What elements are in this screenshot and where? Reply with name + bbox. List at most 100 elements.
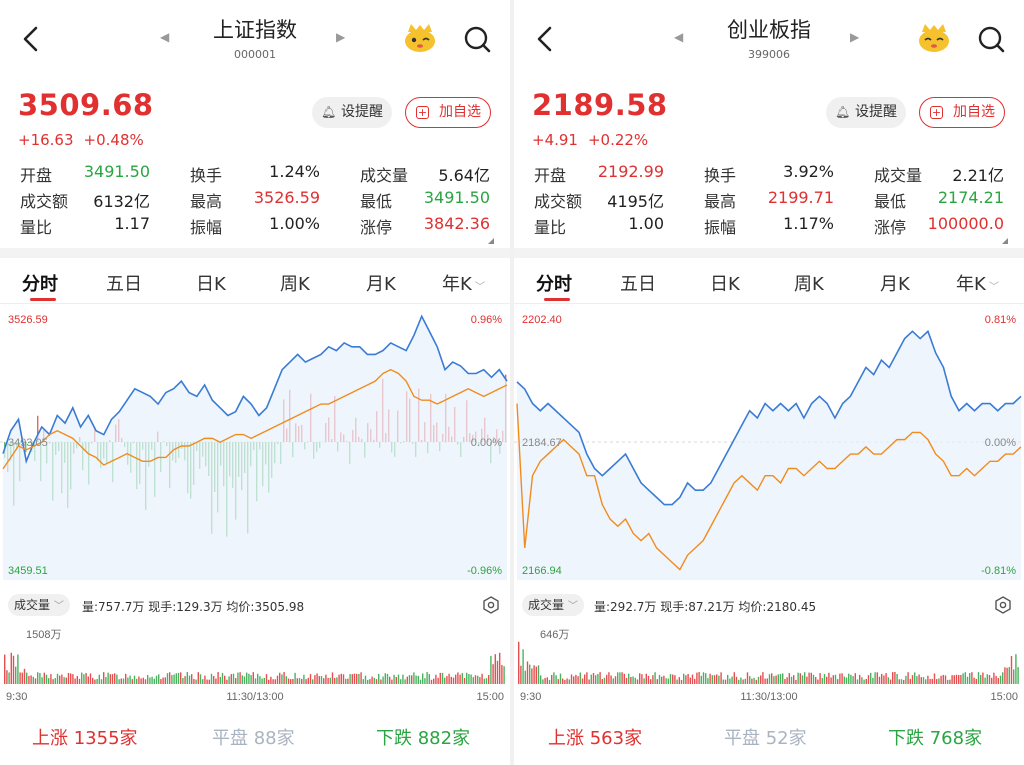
intraday-chart[interactable]: 3526.59 3493.05 3459.51 0.96% 0.00% -0.96%: [0, 306, 510, 586]
set-alert-button[interactable]: 🔔︎ 设提醒: [826, 97, 906, 128]
stat-value: 1.17: [114, 214, 150, 233]
prev-index-icon[interactable]: ◀: [674, 30, 684, 44]
volume-bar: [446, 676, 448, 684]
chevron-down-icon: ﹀: [471, 282, 485, 293]
volume-bar: [577, 676, 579, 684]
volume-bar: [188, 675, 191, 684]
volume-bar: [634, 677, 636, 684]
settings-gear-icon[interactable]: [482, 596, 500, 614]
time-mid: 11:30/13:00: [740, 691, 797, 703]
tab-0[interactable]: 分时: [22, 274, 58, 295]
volume-bar: [65, 677, 67, 684]
volume-bar: [971, 672, 973, 684]
volume-bar: [641, 674, 643, 684]
volume-bar: [841, 673, 843, 684]
volume-bar: [252, 672, 254, 684]
volume-bar: [472, 677, 474, 684]
volume-indicator-select[interactable]: 成交量 ﹀: [522, 594, 584, 616]
volume-bar: [786, 677, 788, 684]
volume-bar: [960, 675, 962, 684]
volume-bar: [614, 676, 617, 684]
expand-corner-icon[interactable]: [1002, 238, 1008, 244]
tab-2[interactable]: 日K: [710, 274, 740, 295]
volume-bar: [678, 677, 680, 684]
plus-icon: +: [416, 106, 429, 119]
volume-chart[interactable]: 1508万 9:30 11:30/13:00 15:00: [0, 622, 510, 706]
mascot-icon[interactable]: [916, 22, 952, 54]
volume-bar: [984, 677, 986, 684]
volume-bar: [250, 675, 252, 684]
search-icon[interactable]: [462, 22, 492, 56]
volume-bar: [408, 675, 411, 684]
volume-bar: [652, 675, 654, 684]
tab-2[interactable]: 日K: [196, 274, 226, 295]
volume-bar: [1013, 669, 1015, 684]
volume-bar: [885, 673, 887, 684]
volume-bar: [501, 664, 503, 684]
volume-chart[interactable]: 646万 9:30 11:30/13:00 15:00: [514, 622, 1024, 706]
volume-bar: [929, 678, 931, 684]
volume-bar: [982, 672, 984, 684]
back-arrow-icon[interactable]: [16, 22, 46, 56]
volume-bar: [973, 677, 975, 684]
volume-bar: [127, 677, 129, 684]
expand-corner-icon[interactable]: [488, 238, 494, 244]
volume-bar: [731, 676, 733, 684]
volume-bar: [285, 676, 287, 684]
volume-bar: [876, 672, 878, 684]
back-arrow-icon[interactable]: [530, 22, 560, 56]
volume-bar: [294, 672, 296, 684]
volume-bar: [942, 674, 944, 684]
volume-bar: [685, 675, 687, 684]
tab-1[interactable]: 五日: [106, 274, 142, 295]
volume-bar: [360, 672, 362, 684]
tab-4[interactable]: 月K: [880, 274, 910, 295]
volume-bar: [925, 679, 927, 684]
volume-bar: [812, 674, 815, 684]
next-index-icon[interactable]: ▶: [336, 30, 346, 44]
tab-4[interactable]: 月K: [366, 274, 396, 295]
volume-bar: [259, 676, 261, 684]
tab-5[interactable]: 年K ﹀: [442, 274, 485, 295]
add-watchlist-button[interactable]: + 加自选: [405, 97, 491, 128]
volume-bar: [905, 675, 907, 684]
volume-bar: [716, 674, 718, 684]
stat-label: 量比: [20, 218, 53, 237]
volume-bar: [568, 679, 570, 684]
search-icon[interactable]: [976, 22, 1006, 56]
volume-bar: [15, 666, 17, 684]
stat-label: 成交量: [360, 166, 409, 185]
volume-bar: [922, 677, 925, 684]
set-alert-button[interactable]: 🔔︎ 设提醒: [312, 97, 392, 128]
next-index-icon[interactable]: ▶: [850, 30, 860, 44]
volume-bar: [911, 675, 914, 684]
volume-bar: [353, 673, 356, 684]
volume-bar: [962, 673, 964, 684]
add-watchlist-button[interactable]: + 加自选: [919, 97, 1005, 128]
prev-index-icon[interactable]: ◀: [160, 30, 170, 44]
intraday-chart[interactable]: 2202.40 2184.67 2166.94 0.81% 0.00% -0.81%: [514, 306, 1024, 586]
volume-indicator-select[interactable]: 成交量 ﹀: [8, 594, 70, 616]
volume-bar: [623, 673, 625, 684]
volume-bar: [817, 679, 819, 684]
pct-axis-high: 0.81%: [985, 314, 1016, 326]
advance-decline-bar: 上涨 1355家 平盘 88家 下跌 882家: [0, 708, 510, 765]
volume-bar: [672, 674, 674, 684]
volume-bar: [268, 679, 270, 684]
mascot-icon[interactable]: [402, 22, 438, 54]
volume-bar: [601, 679, 603, 684]
divider: [0, 248, 510, 258]
settings-gear-icon[interactable]: [994, 596, 1012, 614]
volume-bar: [349, 674, 351, 684]
volume-bar: [309, 674, 312, 684]
volume-bar: [30, 675, 32, 684]
tab-5[interactable]: 年K ﹀: [956, 274, 999, 295]
tab-0[interactable]: 分时: [536, 274, 572, 295]
tab-1[interactable]: 五日: [620, 274, 656, 295]
volume-bar: [779, 674, 782, 684]
volume-bar: [415, 675, 417, 684]
index-title: 创业板指: [727, 18, 811, 42]
volume-bar: [980, 675, 982, 684]
tab-3[interactable]: 周K: [280, 274, 310, 295]
tab-3[interactable]: 周K: [794, 274, 824, 295]
